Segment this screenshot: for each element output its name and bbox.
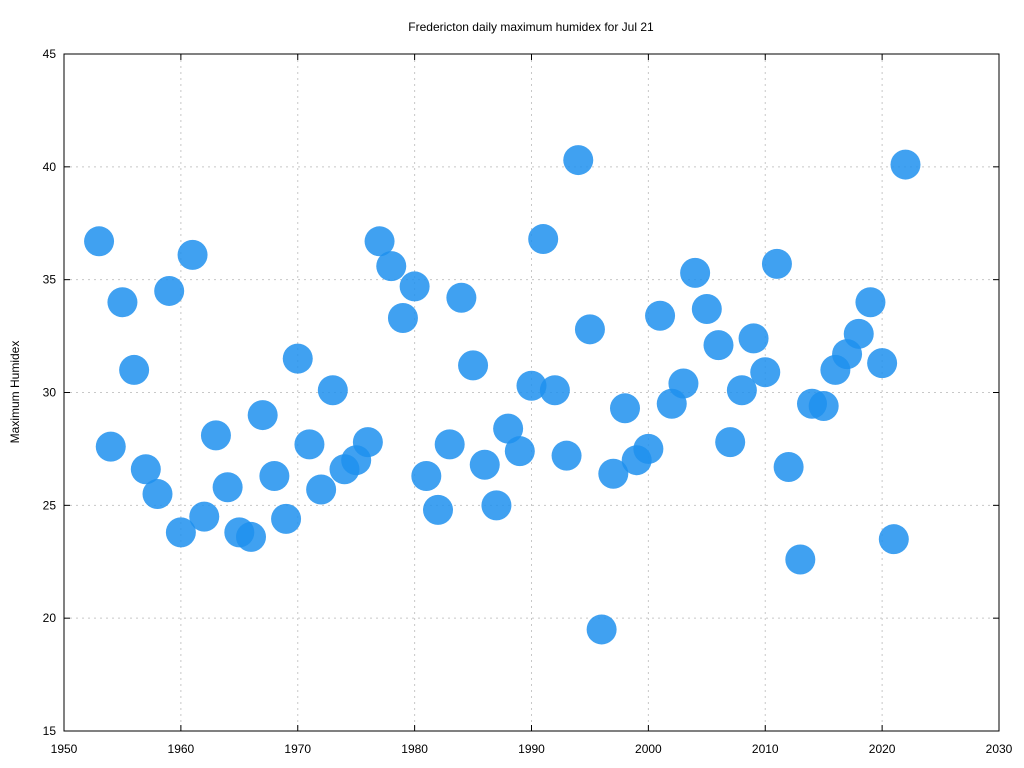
data-point (855, 287, 886, 318)
data-point (598, 458, 629, 489)
data-point (691, 294, 722, 325)
data-point (434, 429, 465, 460)
data-point (680, 257, 711, 288)
x-tick-label: 1970 (284, 742, 311, 756)
x-tick-label: 1960 (168, 742, 195, 756)
x-tick-label: 1980 (401, 742, 428, 756)
data-point (504, 436, 535, 467)
data-point (259, 460, 290, 491)
data-point (563, 145, 594, 176)
data-point (95, 431, 126, 462)
ticks-layer: 1950 1960 1970 1980 1990 2000 2010 2020 20301520… (43, 47, 1013, 756)
x-tick-label: 2000 (635, 742, 662, 756)
y-axis-label: Maximum Humidex (8, 341, 22, 444)
data-point (107, 287, 138, 318)
y-tick-label: 35 (43, 273, 57, 287)
data-point (294, 429, 325, 460)
data-point (236, 521, 266, 552)
data-point (352, 427, 383, 458)
data-point (878, 524, 909, 555)
y-tick-label: 30 (43, 386, 57, 400)
points-layer (84, 145, 921, 645)
data-point (469, 449, 500, 480)
data-point (738, 323, 769, 354)
data-point (271, 503, 302, 534)
x-tick-label: 1990 (518, 742, 545, 756)
data-point (481, 490, 512, 521)
data-point (715, 427, 746, 458)
data-point (843, 318, 874, 349)
data-point (703, 330, 734, 361)
data-point (551, 440, 582, 471)
y-tick-label: 15 (43, 724, 57, 738)
data-point (165, 517, 196, 548)
data-point (364, 226, 395, 257)
data-point (142, 479, 173, 510)
x-tick-label: 2020 (869, 742, 896, 756)
data-point (668, 368, 699, 399)
data-point (247, 400, 278, 431)
grid-layer (64, 54, 999, 731)
data-point (645, 300, 676, 331)
data-point (446, 282, 477, 313)
data-point (528, 224, 559, 255)
data-point (306, 474, 337, 505)
data-point (130, 454, 161, 485)
data-point (539, 375, 570, 406)
data-point (808, 391, 839, 422)
data-point (633, 433, 664, 464)
data-point (282, 343, 313, 374)
data-point (750, 357, 781, 388)
data-point (493, 413, 524, 444)
y-tick-label: 40 (43, 160, 57, 174)
data-point (516, 370, 547, 401)
x-tick-label: 2010 (752, 742, 779, 756)
data-point (387, 303, 418, 334)
x-tick-label: 1950 (51, 742, 78, 756)
data-point (761, 248, 792, 279)
data-point (773, 451, 804, 482)
chart-title: Fredericton daily maximum humidex for Ju… (408, 20, 654, 34)
data-point (189, 501, 220, 532)
data-point (200, 420, 231, 451)
data-point (317, 375, 348, 406)
y-tick-label: 45 (43, 47, 57, 61)
data-point (411, 460, 442, 491)
x-tick-label: 2030 (986, 742, 1013, 756)
data-point (154, 275, 185, 306)
y-tick-label: 20 (43, 611, 57, 625)
data-point (785, 544, 816, 575)
data-point (610, 393, 640, 424)
data-point (574, 314, 605, 345)
y-tick-label: 25 (43, 498, 57, 512)
data-point (890, 149, 921, 180)
data-point (376, 251, 407, 282)
data-point (119, 354, 150, 385)
data-point (212, 472, 243, 503)
data-point (586, 614, 617, 645)
data-point (177, 239, 208, 270)
data-point (867, 348, 898, 379)
data-point (726, 375, 757, 406)
data-point (399, 271, 430, 302)
data-point (458, 350, 489, 381)
data-point (423, 494, 453, 525)
data-point (84, 226, 115, 257)
